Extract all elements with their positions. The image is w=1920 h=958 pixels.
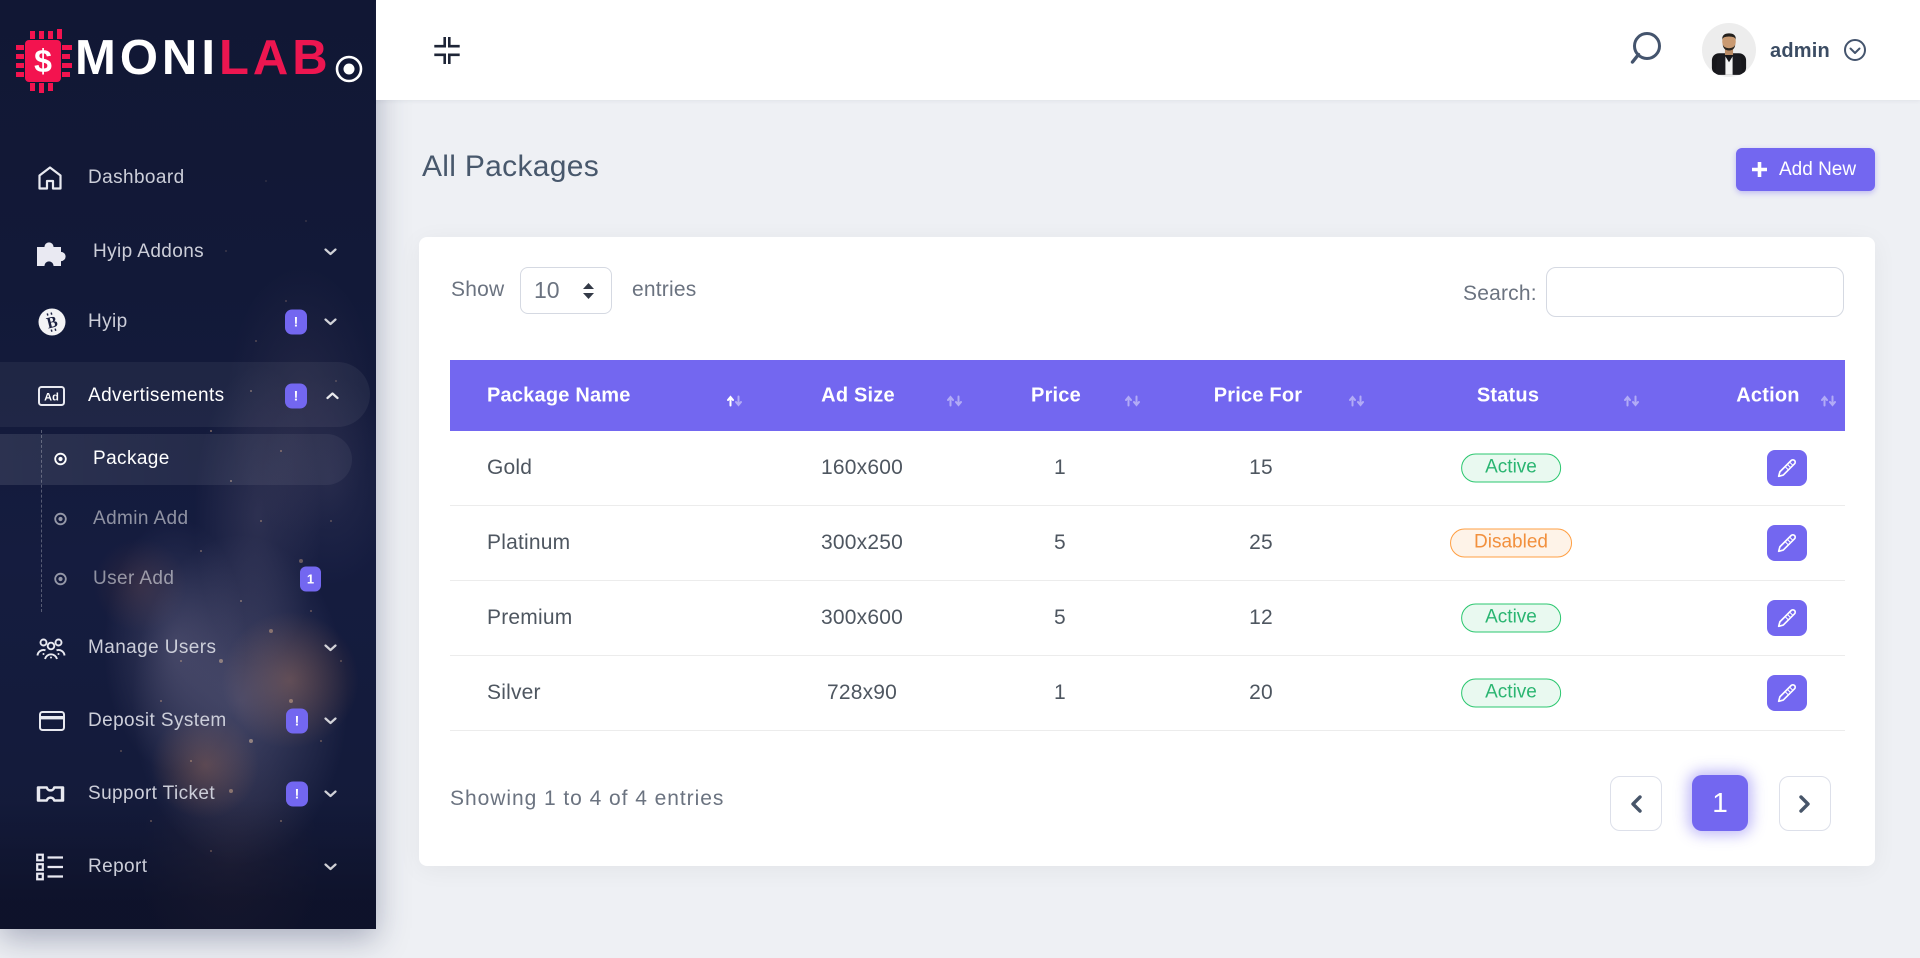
- svg-text:Β: Β: [45, 313, 60, 332]
- svg-text:Ad: Ad: [44, 392, 59, 404]
- svg-text:$: $: [34, 43, 52, 79]
